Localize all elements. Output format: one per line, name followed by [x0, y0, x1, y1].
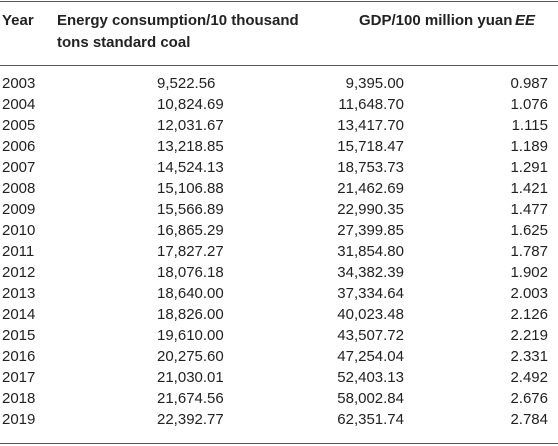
- table-bottom-rule: [0, 443, 558, 444]
- cell-gdp: 34,382.39: [337, 264, 404, 281]
- table-row: 2013 18,640.00 37,334.64 2.003: [0, 283, 558, 304]
- table-row: 2005 12,031.67 13,417.70 1.115: [0, 115, 558, 136]
- cell-energy: 18,826.00: [157, 306, 224, 323]
- cell-ee: 1.787: [510, 243, 548, 260]
- cell-ee: 1.902: [510, 264, 548, 281]
- cell-energy: 9,522.56: [157, 75, 216, 92]
- cell-energy: 13,218.85: [157, 138, 224, 155]
- cell-energy: 20,275.60: [157, 348, 224, 365]
- cell-gdp: 27,399.85: [337, 222, 404, 239]
- cell-energy: 16,865.29: [157, 222, 224, 239]
- table-row: 2008 15,106.88 21,462.69 1.421: [0, 178, 558, 199]
- cell-gdp: 21,462.69: [337, 180, 404, 197]
- cell-year: 2019: [2, 411, 36, 428]
- cell-year: 2005: [2, 117, 36, 134]
- cell-energy: 18,640.00: [157, 285, 224, 302]
- cell-gdp: 37,334.64: [337, 285, 404, 302]
- cell-energy: 12,031.67: [157, 117, 224, 134]
- cell-energy: 22,392.77: [157, 411, 224, 428]
- table-row: 2012 18,076.18 34,382.39 1.902: [0, 262, 558, 283]
- cell-year: 2011: [2, 243, 35, 260]
- cell-energy: 17,827.27: [157, 243, 224, 260]
- cell-gdp: 18,753.73: [337, 159, 404, 176]
- cell-gdp: 47,254.04: [337, 348, 404, 365]
- cell-ee: 1.477: [510, 201, 548, 218]
- cell-gdp: 13,417.70: [337, 117, 404, 134]
- cell-energy: 21,674.56: [157, 390, 224, 407]
- cell-year: 2004: [2, 96, 36, 113]
- cell-ee: 2.492: [510, 369, 548, 386]
- table-row: 2017 21,030.01 52,403.13 2.492: [0, 367, 558, 388]
- table-row: 2003 9,522.56 9,395.00 0.987: [0, 73, 558, 94]
- table-row: 2010 16,865.29 27,399.85 1.625: [0, 220, 558, 241]
- cell-year: 2012: [2, 264, 36, 281]
- table-row: 2016 20,275.60 47,254.04 2.331: [0, 346, 558, 367]
- cell-ee: 2.676: [510, 390, 548, 407]
- cell-gdp: 58,002.84: [337, 390, 404, 407]
- header-energy-consumption: Energy consumption/10 thousand tons stan…: [57, 12, 299, 51]
- cell-ee: 1.115: [511, 117, 548, 134]
- cell-ee: 1.291: [510, 159, 548, 176]
- cell-gdp: 62,351.74: [337, 411, 404, 428]
- cell-gdp: 40,023.48: [337, 306, 404, 323]
- table-row: 2007 14,524.13 18,753.73 1.291: [0, 157, 558, 178]
- header-year: Year: [2, 12, 34, 29]
- table-row: 2009 15,566.89 22,990.35 1.477: [0, 199, 558, 220]
- table-row: 2015 19,610.00 43,507.72 2.219: [0, 325, 558, 346]
- table-row: 2014 18,826.00 40,023.48 2.126: [0, 304, 558, 325]
- cell-ee: 2.331: [510, 348, 548, 365]
- cell-ee: 1.189: [510, 138, 548, 155]
- table-top-rule: [0, 1, 558, 2]
- cell-energy: 15,566.89: [157, 201, 224, 218]
- cell-gdp: 15,718.47: [337, 138, 404, 155]
- cell-ee: 0.987: [510, 75, 548, 92]
- cell-gdp: 22,990.35: [337, 201, 404, 218]
- cell-ee: 1.076: [510, 96, 548, 113]
- cell-year: 2016: [2, 348, 36, 365]
- cell-ee: 2.003: [510, 285, 548, 302]
- table-row: 2006 13,218.85 15,718.47 1.189: [0, 136, 558, 157]
- cell-year: 2018: [2, 390, 36, 407]
- table-header-rule: [0, 65, 558, 66]
- cell-gdp: 9,395.00: [345, 75, 404, 92]
- cell-energy: 21,030.01: [157, 369, 224, 386]
- cell-ee: 2.784: [510, 411, 548, 428]
- cell-year: 2003: [2, 75, 36, 92]
- cell-gdp: 11,648.70: [338, 96, 404, 113]
- cell-year: 2010: [2, 222, 36, 239]
- cell-year: 2015: [2, 327, 36, 344]
- cell-energy: 18,076.18: [157, 264, 224, 281]
- table-row: 2018 21,674.56 58,002.84 2.676: [0, 388, 558, 409]
- cell-year: 2014: [2, 306, 36, 323]
- cell-gdp: 43,507.72: [337, 327, 404, 344]
- cell-year: 2006: [2, 138, 36, 155]
- header-gdp: GDP/100 million yuan: [359, 12, 513, 29]
- header-ee: EE: [515, 12, 536, 29]
- cell-energy: 14,524.13: [157, 159, 224, 176]
- cell-year: 2009: [2, 201, 36, 218]
- cell-year: 2007: [2, 159, 36, 176]
- cell-ee: 2.126: [510, 306, 548, 323]
- table-row: 2019 22,392.77 62,351.74 2.784: [0, 409, 558, 430]
- cell-gdp: 31,854.80: [337, 243, 404, 260]
- table-row: 2011 17,827.27 31,854.80 1.787: [0, 241, 558, 262]
- cell-year: 2017: [2, 369, 36, 386]
- table-body: 2003 9,522.56 9,395.00 0.987 2004 10,824.69 11…: [0, 73, 558, 430]
- cell-gdp: 52,403.13: [337, 369, 404, 386]
- table-row: 2004 10,824.69 11,648.70 1.076: [0, 94, 558, 115]
- cell-ee: 1.421: [510, 180, 548, 197]
- cell-ee: 2.219: [510, 327, 548, 344]
- cell-year: 2013: [2, 285, 36, 302]
- cell-energy: 15,106.88: [157, 180, 224, 197]
- cell-ee: 1.625: [510, 222, 548, 239]
- cell-energy: 19,610.00: [157, 327, 224, 344]
- cell-year: 2008: [2, 180, 36, 197]
- cell-energy: 10,824.69: [157, 96, 224, 113]
